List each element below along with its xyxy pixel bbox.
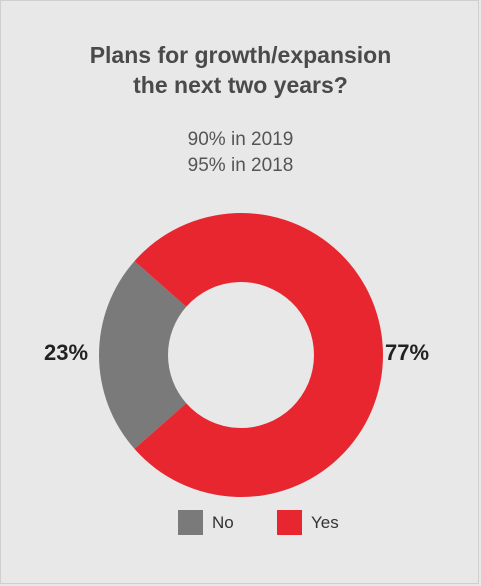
chart-legend: No Yes	[0, 510, 481, 540]
legend-item-yes: Yes	[277, 510, 339, 535]
legend-label-yes: Yes	[311, 512, 339, 532]
donut-slice-no	[98, 261, 187, 449]
value-label-yes: 77%	[385, 340, 430, 365]
chart-title-line-1: Plans for growth/expansion	[89, 42, 392, 68]
chart-subtitle: 90% in 2019 95% in 2018	[0, 127, 481, 179]
legend-swatch-no	[178, 510, 203, 535]
chart-title: Plans for growth/expansion the next two …	[0, 40, 481, 100]
legend-swatch-yes	[277, 510, 302, 535]
chart-title-line-2: the next two years?	[133, 72, 348, 98]
donut-slice-yes	[134, 212, 383, 498]
subtitle-line-2018: 95% in 2018	[187, 155, 294, 176]
subtitle-line-2019: 90% in 2019	[187, 129, 294, 150]
value-label-no: 23%	[44, 340, 89, 365]
legend-item-no: No	[178, 510, 234, 535]
legend-label-no: No	[212, 512, 234, 532]
